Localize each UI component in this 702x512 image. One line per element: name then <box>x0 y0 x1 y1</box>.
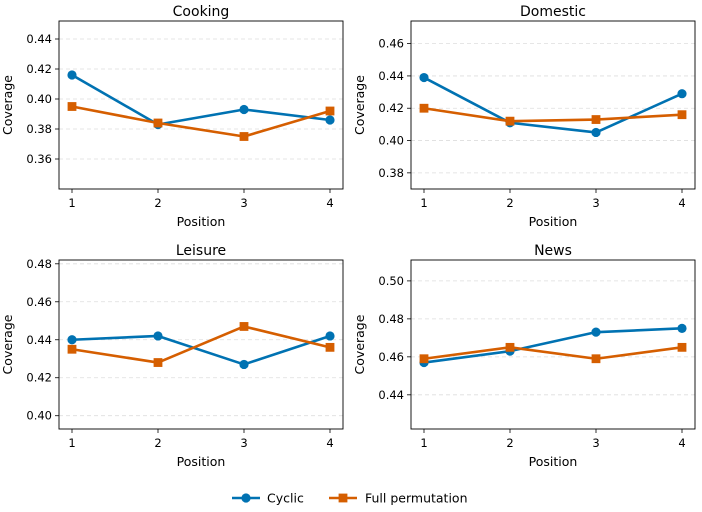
data-point-full-permutation <box>239 322 249 331</box>
x-tick-label: 2 <box>506 436 513 450</box>
x-tick-label: 3 <box>592 436 599 450</box>
data-point-full-permutation <box>67 102 77 111</box>
data-point-cyclic <box>325 115 335 125</box>
legend-label: Cyclic <box>267 491 304 506</box>
y-tick-label: 0.50 <box>378 274 404 288</box>
x-tick-label: 3 <box>592 196 599 210</box>
data-point-cyclic <box>67 335 77 345</box>
y-axis-label: Coverage <box>0 314 15 374</box>
data-point-cyclic <box>153 331 163 341</box>
x-tick-label: 4 <box>326 196 333 210</box>
x-tick-label: 1 <box>420 436 427 450</box>
x-axis-label: Position <box>177 454 226 469</box>
data-point-full-permutation <box>419 354 429 364</box>
data-point-full-permutation <box>239 132 249 141</box>
data-point-full-permutation <box>505 116 515 126</box>
y-tick-label: 0.36 <box>26 152 52 166</box>
axes-frame <box>410 259 696 430</box>
y-tick-label: 0.48 <box>378 312 404 326</box>
axes-frame <box>58 259 344 430</box>
legend-item-cyclic: Cyclic <box>232 491 304 506</box>
data-point-full-permutation <box>591 354 601 364</box>
x-tick-label: 4 <box>678 196 685 210</box>
x-axis-label: Position <box>529 454 578 469</box>
legend-marker-square <box>338 493 348 503</box>
subplot-title: Leisure <box>176 243 226 259</box>
x-axis-label: Position <box>177 214 226 229</box>
series-line-cyclic <box>71 334 331 366</box>
x-tick-label: 3 <box>240 196 247 210</box>
data-point-cyclic <box>591 127 601 138</box>
y-tick-label: 0.38 <box>26 122 52 136</box>
axes-frame <box>58 20 344 190</box>
subplot-title: Domestic <box>520 4 586 20</box>
x-tick-label: 2 <box>154 436 161 450</box>
y-tick-label: 0.44 <box>26 333 52 347</box>
y-axis-label: Coverage <box>352 314 367 374</box>
subplot-title: News <box>534 243 572 259</box>
y-tick-label: 0.44 <box>378 69 404 83</box>
subplot-domestic: 0.38 0.40 0.42 0.44 0.46 1 2 3 4 Domestic Position… <box>352 4 696 229</box>
data-point-full-permutation <box>677 110 687 120</box>
y-tick-label: 0.38 <box>378 166 404 180</box>
data-point-cyclic <box>67 70 77 80</box>
series-line-cyclic <box>71 73 331 126</box>
x-tick-label: 1 <box>420 196 427 210</box>
y-tick-label: 0.42 <box>378 101 404 115</box>
x-tick-label: 1 <box>68 436 75 450</box>
x-tick-label: 2 <box>506 196 513 210</box>
y-tick-label: 0.40 <box>26 409 52 423</box>
data-point-full-permutation <box>153 358 163 367</box>
y-tick-label: 0.40 <box>378 134 404 148</box>
axes-frame <box>410 20 696 190</box>
subplot-cooking: 0.36 0.38 0.40 0.42 0.44 1 2 3 4 Cooking Position C… <box>0 4 344 229</box>
x-tick-label: 1 <box>68 196 75 210</box>
subplot-leisure: 0.40 0.42 0.44 0.46 0.48 1 2 3 4 Leisure Position C… <box>0 243 344 469</box>
data-point-full-permutation <box>325 342 335 352</box>
y-tick-label: 0.42 <box>26 371 52 385</box>
series-line-full-permutation <box>71 105 331 138</box>
legend-marker-circle <box>241 493 251 503</box>
data-point-full-permutation <box>419 103 429 113</box>
x-tick-label: 4 <box>326 436 333 450</box>
legend-item-full-permutation: Full permutation <box>329 491 468 506</box>
data-point-cyclic <box>325 331 335 341</box>
x-tick-label: 4 <box>678 436 685 450</box>
legend-label: Full permutation <box>365 491 468 506</box>
data-point-cyclic <box>239 359 249 370</box>
data-point-cyclic <box>239 104 249 115</box>
y-tick-label: 0.48 <box>26 257 52 271</box>
subplot-title: Cooking <box>173 4 230 20</box>
data-point-full-permutation <box>505 342 515 352</box>
y-tick-label: 0.46 <box>378 37 404 51</box>
data-point-full-permutation <box>67 344 77 354</box>
x-tick-label: 3 <box>240 436 247 450</box>
data-point-full-permutation <box>591 115 601 124</box>
legend: Cyclic Full permutation <box>232 491 468 506</box>
data-point-full-permutation <box>153 118 163 128</box>
data-point-cyclic <box>591 327 601 337</box>
y-tick-label: 0.44 <box>26 32 52 46</box>
series-line-cyclic <box>423 76 683 134</box>
data-point-cyclic <box>419 72 429 83</box>
x-tick-label: 2 <box>154 196 161 210</box>
series-line-full-permutation <box>71 325 331 364</box>
subplot-news: 0.44 0.46 0.48 0.50 1 2 3 4 News Position Coverage <box>352 243 696 469</box>
y-tick-label: 0.46 <box>378 350 404 364</box>
y-tick-label: 0.42 <box>26 62 52 76</box>
series-line-cyclic <box>423 327 683 364</box>
y-tick-label: 0.40 <box>26 92 52 106</box>
data-point-full-permutation <box>325 106 335 116</box>
series-line-full-permutation <box>423 346 683 361</box>
x-axis-label: Position <box>529 214 578 229</box>
data-point-cyclic <box>677 323 687 333</box>
y-axis-label: Coverage <box>352 75 367 135</box>
y-axis-label: Coverage <box>0 75 15 135</box>
data-point-full-permutation <box>677 342 687 352</box>
y-tick-label: 0.44 <box>378 388 404 402</box>
data-point-cyclic <box>677 89 687 99</box>
series-line-full-permutation <box>423 106 683 123</box>
y-tick-label: 0.46 <box>26 295 52 309</box>
